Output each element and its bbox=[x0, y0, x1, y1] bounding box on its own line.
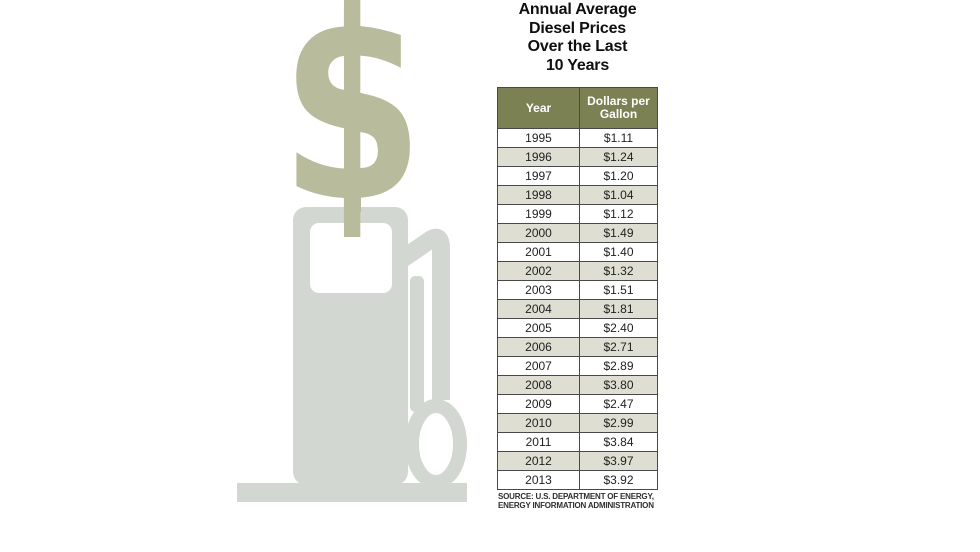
dollar-sign-icon: $ bbox=[280, 0, 424, 262]
price-cell: $3.84 bbox=[579, 432, 658, 452]
price-cell: $2.89 bbox=[579, 356, 658, 376]
price-cell: $3.80 bbox=[579, 375, 658, 395]
page-title: Annual Average Diesel Prices Over the La… bbox=[490, 1, 665, 75]
table-row: 2011 $3.84 bbox=[497, 432, 658, 452]
price-cell: $1.24 bbox=[579, 147, 658, 167]
table-row: 2003 $1.51 bbox=[497, 280, 658, 300]
year-cell: 2004 bbox=[497, 299, 580, 319]
table-row: 2000 $1.49 bbox=[497, 223, 658, 243]
price-cell: $2.99 bbox=[579, 413, 658, 433]
pump-screen bbox=[310, 223, 392, 293]
dollar-stem bbox=[344, 186, 361, 212]
year-cell: 2013 bbox=[497, 470, 580, 490]
table-row: 2002 $1.32 bbox=[497, 261, 658, 281]
year-cell: 2005 bbox=[497, 318, 580, 338]
price-cell: $3.97 bbox=[579, 451, 658, 471]
source-line-1: SOURCE: U.S. DEPARTMENT OF ENERGY, bbox=[498, 492, 654, 501]
table-row: 1997 $1.20 bbox=[497, 166, 658, 186]
year-column-header: Year bbox=[497, 87, 580, 129]
price-cell: $1.12 bbox=[579, 204, 658, 224]
table-row: 2006 $2.71 bbox=[497, 337, 658, 357]
table-row: 2005 $2.40 bbox=[497, 318, 658, 338]
price-cell: $1.20 bbox=[579, 166, 658, 186]
source-line-2: ENERGY INFORMATION ADMINISTRATION bbox=[498, 501, 654, 510]
price-cell: $1.11 bbox=[579, 128, 658, 148]
price-cell: $2.47 bbox=[579, 394, 658, 414]
gas-pump-illustration: $ bbox=[237, 0, 467, 502]
price-cell: $1.32 bbox=[579, 261, 658, 281]
title-line-3: Over the Last bbox=[527, 38, 628, 55]
title-line-1: Annual Average bbox=[518, 1, 637, 18]
pump-hose bbox=[395, 228, 450, 400]
table-row: 1999 $1.12 bbox=[497, 204, 658, 224]
table-row: 2004 $1.81 bbox=[497, 299, 658, 319]
table-header-row: Year Dollars per Gallon bbox=[497, 87, 658, 129]
pump-base bbox=[237, 483, 467, 502]
year-cell: 1996 bbox=[497, 147, 580, 167]
year-cell: 2010 bbox=[497, 413, 580, 433]
table-row: 2010 $2.99 bbox=[497, 413, 658, 433]
price-cell: $2.40 bbox=[579, 318, 658, 338]
year-cell: 1998 bbox=[497, 185, 580, 205]
price-cell: $3.92 bbox=[579, 470, 658, 490]
year-cell: 1995 bbox=[497, 128, 580, 148]
price-cell: $1.81 bbox=[579, 299, 658, 319]
table-row: 1996 $1.24 bbox=[497, 147, 658, 167]
price-cell: $2.71 bbox=[579, 337, 658, 357]
year-cell: 2000 bbox=[497, 223, 580, 243]
table-row: 1998 $1.04 bbox=[497, 185, 658, 205]
price-cell: $1.51 bbox=[579, 280, 658, 300]
year-cell: 2006 bbox=[497, 337, 580, 357]
pump-nozzle bbox=[410, 276, 424, 412]
title-line-4: 10 Years bbox=[545, 56, 610, 74]
table-row: 2001 $1.40 bbox=[497, 242, 658, 262]
table-row: 1995 $1.11 bbox=[497, 128, 658, 148]
title-line-2: Diesel Prices bbox=[528, 19, 627, 37]
price-table-body: 1995 $1.11 1996 $1.24 1997 $1.20 1998 $1.04 1999… bbox=[497, 128, 658, 490]
year-cell: 2002 bbox=[497, 261, 580, 281]
pump-hose-loop bbox=[405, 399, 467, 489]
table-row: 2007 $2.89 bbox=[497, 356, 658, 376]
year-cell: 2011 bbox=[497, 432, 580, 452]
year-cell: 2007 bbox=[497, 356, 580, 376]
year-cell: 2001 bbox=[497, 242, 580, 262]
source-note: SOURCE: U.S. DEPARTMENT OF ENERGY, ENERG… bbox=[498, 492, 654, 510]
price-cell: $1.49 bbox=[579, 223, 658, 243]
diesel-price-table: Year Dollars per Gallon 1995 $1.11 1996 $1.… bbox=[497, 87, 658, 490]
year-cell: 1997 bbox=[497, 166, 580, 186]
price-cell: $1.04 bbox=[579, 185, 658, 205]
price-column-header: Dollars per Gallon bbox=[579, 87, 658, 129]
table-row: 2008 $3.80 bbox=[497, 375, 658, 395]
year-cell: 2009 bbox=[497, 394, 580, 414]
price-cell: $1.40 bbox=[579, 242, 658, 262]
table-row: 2012 $3.97 bbox=[497, 451, 658, 471]
year-cell: 2008 bbox=[497, 375, 580, 395]
year-cell: 2003 bbox=[497, 280, 580, 300]
year-cell: 2012 bbox=[497, 451, 580, 471]
table-row: 2013 $3.92 bbox=[497, 470, 658, 490]
table-row: 2009 $2.47 bbox=[497, 394, 658, 414]
year-cell: 1999 bbox=[497, 204, 580, 224]
